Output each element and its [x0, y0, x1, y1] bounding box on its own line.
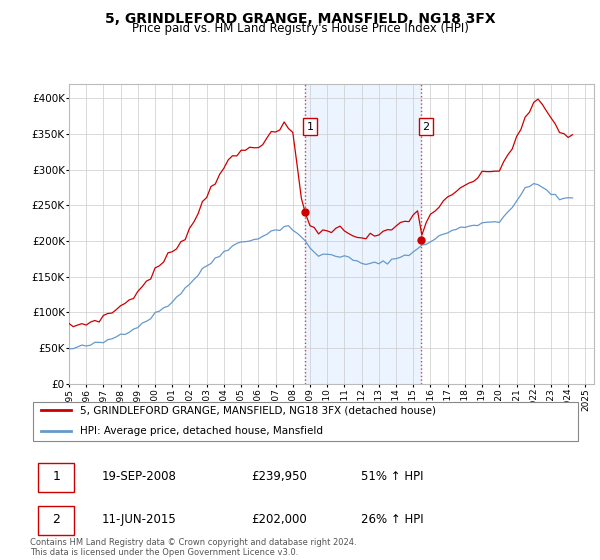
Text: £239,950: £239,950	[251, 470, 307, 483]
Text: Price paid vs. HM Land Registry's House Price Index (HPI): Price paid vs. HM Land Registry's House …	[131, 22, 469, 35]
Text: Contains HM Land Registry data © Crown copyright and database right 2024.
This d: Contains HM Land Registry data © Crown c…	[30, 538, 356, 557]
Text: 11-JUN-2015: 11-JUN-2015	[102, 513, 176, 526]
Text: 26% ↑ HPI: 26% ↑ HPI	[361, 513, 424, 526]
Text: 5, GRINDLEFORD GRANGE, MANSFIELD, NG18 3FX: 5, GRINDLEFORD GRANGE, MANSFIELD, NG18 3…	[104, 12, 496, 26]
Text: HPI: Average price, detached house, Mansfield: HPI: Average price, detached house, Mans…	[80, 427, 323, 436]
Text: £202,000: £202,000	[251, 513, 307, 526]
Text: 5, GRINDLEFORD GRANGE, MANSFIELD, NG18 3FX (detached house): 5, GRINDLEFORD GRANGE, MANSFIELD, NG18 3…	[80, 405, 436, 416]
Text: 2: 2	[422, 122, 430, 132]
Text: 19-SEP-2008: 19-SEP-2008	[102, 470, 176, 483]
Text: 1: 1	[53, 470, 61, 483]
FancyBboxPatch shape	[38, 506, 74, 535]
FancyBboxPatch shape	[38, 463, 74, 492]
Bar	[305, 84, 421, 384]
FancyBboxPatch shape	[33, 402, 578, 441]
Text: 2: 2	[53, 513, 61, 526]
Text: 1: 1	[307, 122, 314, 132]
Text: 51% ↑ HPI: 51% ↑ HPI	[361, 470, 424, 483]
